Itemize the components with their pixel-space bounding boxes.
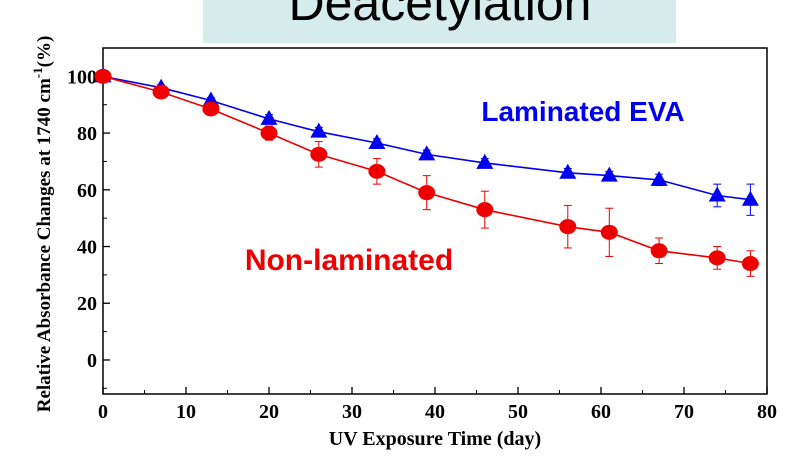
chart-title: Deacetylation <box>289 0 592 31</box>
y-tick-label: 80 <box>77 123 97 145</box>
series-label-non-laminated: Non-laminated <box>245 244 453 277</box>
x-tick-label: 60 <box>591 401 611 423</box>
y-tick-label: 20 <box>77 293 97 315</box>
x-tick-label: 30 <box>342 401 362 423</box>
y-axis-label: Relative Absorbance Changes at 1740 cm-1… <box>30 36 55 413</box>
x-axis-label: UV Exposure Time (day) <box>329 428 541 450</box>
y-tick-label: 0 <box>87 350 97 372</box>
series-layer <box>94 67 759 277</box>
data-point-laminated <box>600 166 618 182</box>
data-point-non-laminated <box>741 256 759 272</box>
data-point-non-laminated <box>650 243 668 259</box>
data-point-laminated <box>418 145 436 161</box>
x-tick-label: 0 <box>98 401 108 423</box>
data-point-laminated <box>476 153 494 169</box>
y-tick-label: 40 <box>77 237 97 259</box>
data-point-non-laminated <box>418 185 436 201</box>
ticks-layer: 0 10 20 30 40 50 60 70 80 0 20 40 60 80 100 <box>67 66 777 423</box>
data-point-non-laminated <box>260 125 278 141</box>
title-box <box>203 0 676 43</box>
series-label-laminated: Laminated EVA <box>481 96 684 127</box>
data-point-laminated <box>310 122 328 138</box>
x-tick-label: 50 <box>508 401 528 423</box>
data-point-laminated <box>741 190 759 206</box>
x-tick-label: 20 <box>259 401 279 423</box>
data-point-non-laminated <box>708 250 726 266</box>
y-tick-label: 100 <box>67 66 97 88</box>
x-tick-label: 70 <box>674 401 694 423</box>
data-point-laminated <box>708 186 726 202</box>
data-point-non-laminated <box>559 219 577 235</box>
data-point-non-laminated <box>310 146 328 162</box>
y-axis-label-sup: -1 <box>30 67 45 78</box>
x-tick-label: 10 <box>176 401 196 423</box>
data-point-non-laminated <box>476 202 494 218</box>
y-axis-label-tail: (%) <box>34 36 55 68</box>
data-point-non-laminated <box>202 101 220 117</box>
y-tick-label: 60 <box>77 180 97 202</box>
x-tick-label: 40 <box>425 401 445 423</box>
y-axis-label-main: Relative Absorbance Changes at 1740 cm <box>34 78 55 412</box>
data-point-laminated <box>650 170 668 186</box>
data-point-non-laminated <box>94 68 112 84</box>
data-point-non-laminated <box>152 84 170 100</box>
data-point-non-laminated <box>600 224 618 240</box>
data-point-laminated <box>368 134 386 150</box>
data-point-laminated <box>260 109 278 125</box>
data-point-non-laminated <box>368 163 386 179</box>
data-point-laminated <box>559 163 577 179</box>
x-tick-label: 80 <box>757 401 777 423</box>
